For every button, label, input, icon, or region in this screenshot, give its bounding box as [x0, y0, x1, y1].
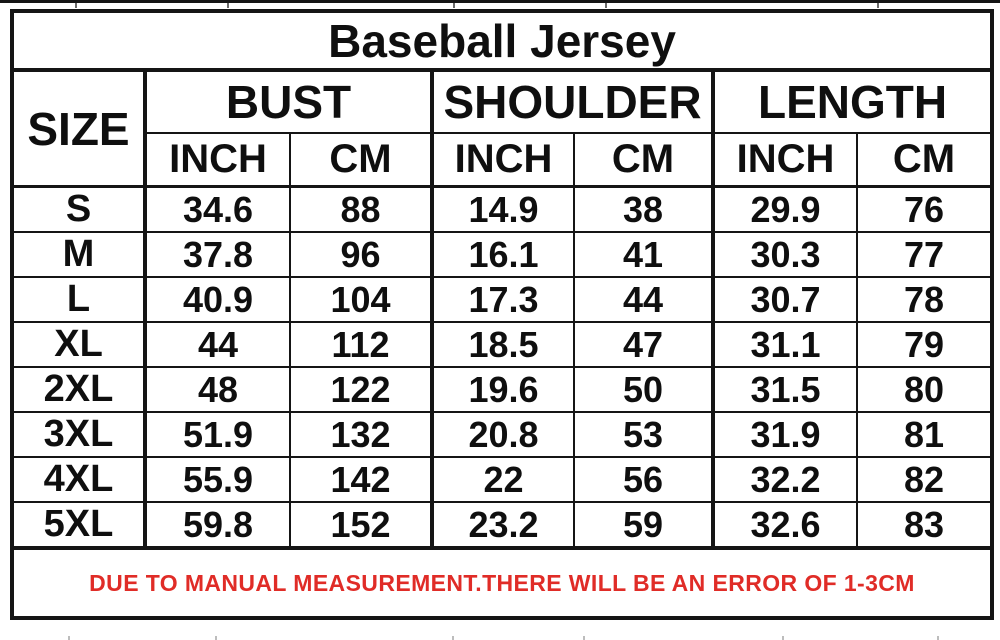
- column-header-bust-cm: CM: [289, 132, 433, 188]
- cell-bust-inch: 34.6: [144, 185, 291, 233]
- cropped-grid-tick: [583, 636, 585, 640]
- size-label: 2XL: [11, 366, 147, 413]
- size-chart-table: Baseball Jersey SIZE BUST SHOULDER LENGT…: [10, 9, 995, 620]
- table-row-3xl: 3XL 51.9 132 20.8 53 31.9 81: [11, 411, 994, 458]
- size-label: 3XL: [11, 411, 147, 458]
- size-label: XL: [11, 321, 147, 368]
- cell-bust-inch: 55.9: [144, 456, 291, 503]
- cell-length-inch: 30.3: [711, 231, 858, 278]
- cell-shoulder-cm: 47: [573, 321, 714, 368]
- cell-shoulder-inch: 20.8: [430, 411, 575, 458]
- cell-length-cm: 80: [855, 366, 994, 413]
- column-header-size: SIZE: [11, 69, 147, 188]
- title-row: Baseball Jersey: [10, 10, 994, 72]
- column-header-length-inch: INCH: [711, 132, 858, 188]
- cropped-grid-tick: [782, 636, 784, 640]
- cell-bust-cm: 104: [289, 276, 433, 323]
- column-group-length: LENGTH: [710, 69, 994, 134]
- cell-length-inch: 32.2: [711, 456, 858, 503]
- cell-bust-cm: 152: [289, 501, 433, 549]
- cell-bust-inch: 40.9: [144, 276, 291, 323]
- size-label: S: [11, 185, 147, 233]
- cell-bust-cm: 122: [289, 366, 433, 413]
- cropped-grid-tick: [68, 636, 70, 640]
- size-label: L: [11, 276, 147, 323]
- column-group-bust: BUST: [144, 69, 433, 134]
- size-label: M: [11, 231, 147, 278]
- chart-title: Baseball Jersey: [10, 10, 994, 72]
- group-header-row: SIZE BUST SHOULDER LENGTH: [11, 69, 994, 188]
- cell-shoulder-inch: 19.6: [430, 366, 575, 413]
- size-label: 4XL: [11, 456, 147, 503]
- cell-bust-cm: 112: [289, 321, 433, 368]
- column-header-shoulder-inch: INCH: [430, 132, 575, 188]
- cell-length-inch: 31.5: [711, 366, 858, 413]
- cell-length-inch: 29.9: [711, 185, 858, 233]
- cell-length-inch: 32.6: [711, 501, 858, 549]
- cell-shoulder-cm: 53: [573, 411, 714, 458]
- cell-length-cm: 79: [855, 321, 994, 368]
- cell-bust-cm: 88: [289, 185, 433, 233]
- cell-shoulder-inch: 14.9: [430, 185, 575, 233]
- cell-length-inch: 31.9: [711, 411, 858, 458]
- cell-length-cm: 83: [855, 501, 994, 549]
- table-row-m: M 37.8 96 16.1 41 30.3 77: [11, 231, 994, 278]
- cell-shoulder-inch: 23.2: [430, 501, 575, 549]
- cell-shoulder-inch: 16.1: [430, 231, 575, 278]
- cropped-grid-tick: [75, 3, 77, 8]
- table-row-5xl: 5XL 59.8 152 23.2 59 32.6 83: [11, 501, 994, 549]
- table-row-2xl: 2XL 48 122 19.6 50 31.5 80: [11, 366, 994, 413]
- cell-length-cm: 82: [855, 456, 994, 503]
- cell-shoulder-cm: 50: [573, 366, 714, 413]
- cell-length-inch: 31.1: [711, 321, 858, 368]
- cell-shoulder-inch: 22: [430, 456, 575, 503]
- cell-shoulder-cm: 38: [573, 185, 714, 233]
- measurement-note: DUE TO MANUAL MEASUREMENT.THERE WILL BE …: [10, 546, 994, 619]
- column-header-length-cm: CM: [855, 132, 994, 188]
- cell-bust-inch: 48: [144, 366, 291, 413]
- cropped-grid-tick: [877, 3, 879, 8]
- cropped-grid-tick: [227, 3, 229, 8]
- table-row-s: S 34.6 88 14.9 38 29.9 76: [11, 185, 994, 233]
- cell-length-cm: 81: [855, 411, 994, 458]
- cell-bust-cm: 132: [289, 411, 433, 458]
- cell-bust-inch: 37.8: [144, 231, 291, 278]
- cell-shoulder-cm: 56: [573, 456, 714, 503]
- column-header-bust-inch: INCH: [144, 132, 291, 188]
- cell-length-inch: 30.7: [711, 276, 858, 323]
- cropped-grid-tick: [605, 3, 607, 8]
- note-row: DUE TO MANUAL MEASUREMENT.THERE WILL BE …: [10, 546, 994, 619]
- cropped-grid-tick: [452, 636, 454, 640]
- cell-length-cm: 77: [855, 231, 994, 278]
- cropped-grid-tick: [215, 636, 217, 640]
- cell-bust-cm: 96: [289, 231, 433, 278]
- cropped-grid-line-top: [0, 0, 1000, 3]
- cell-shoulder-cm: 59: [573, 501, 714, 549]
- cell-shoulder-cm: 41: [573, 231, 714, 278]
- table-row-4xl: 4XL 55.9 142 22 56 32.2 82: [11, 456, 994, 503]
- cell-bust-cm: 142: [289, 456, 433, 503]
- cropped-grid-tick: [937, 636, 939, 640]
- cell-shoulder-inch: 18.5: [430, 321, 575, 368]
- cell-shoulder-cm: 44: [573, 276, 714, 323]
- cell-bust-inch: 44: [144, 321, 291, 368]
- cell-bust-inch: 59.8: [144, 501, 291, 549]
- column-header-shoulder-cm: CM: [573, 132, 714, 188]
- table-row-l: L 40.9 104 17.3 44 30.7 78: [11, 276, 994, 323]
- cell-shoulder-inch: 17.3: [430, 276, 575, 323]
- cell-length-cm: 76: [855, 185, 994, 233]
- cropped-grid-tick: [453, 3, 455, 8]
- size-label: 5XL: [11, 501, 147, 549]
- unit-header-row: INCH CM INCH CM INCH CM: [12, 132, 994, 188]
- column-group-shoulder: SHOULDER: [430, 69, 714, 134]
- table-row-xl: XL 44 112 18.5 47 31.1 79: [11, 321, 994, 368]
- cell-length-cm: 78: [855, 276, 994, 323]
- cell-bust-inch: 51.9: [144, 411, 291, 458]
